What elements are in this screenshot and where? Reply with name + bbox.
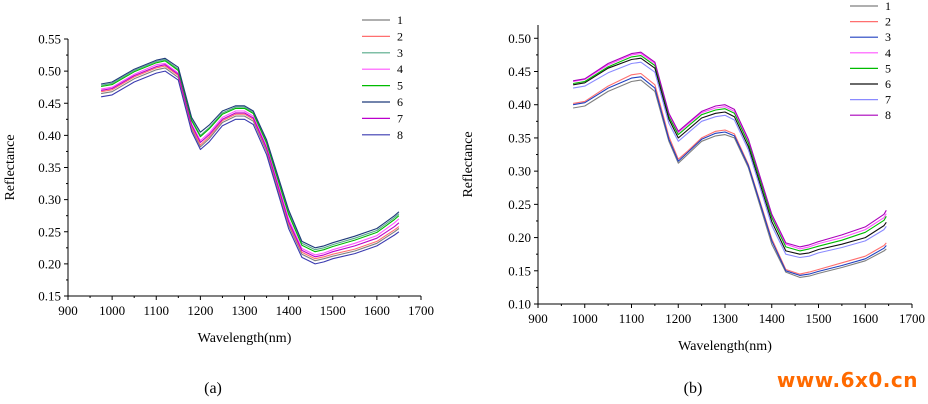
y-tick-label: 0.20 [38,256,61,271]
legend-label: 2 [885,15,891,29]
y-tick-label: 0.35 [508,130,531,145]
x-tick-label: 1300 [712,311,738,326]
series-line-7 [101,64,400,258]
x-tick-label: 1200 [665,311,691,326]
legend-label: 1 [397,13,403,27]
x-tick-label: 900 [528,311,548,326]
y-axis-title: Reflectance [461,131,476,197]
legend-label: 8 [397,128,403,142]
y-tick-label: 0.15 [38,289,61,304]
series-line-7 [573,61,887,259]
legend-label: 7 [397,111,403,125]
y-tick-label: 0.35 [38,160,61,175]
y-tick-label: 0.50 [38,64,61,79]
x-tick-label: 1200 [187,303,213,318]
x-tick-label: 1600 [364,303,390,318]
x-tick-label: 1100 [143,303,169,318]
legend-label: 6 [885,77,891,91]
series-line-4 [573,53,887,250]
x-tick-label: 1500 [806,311,832,326]
x-tick-label: 1700 [408,303,434,318]
series-line-4 [101,62,400,256]
legend-label: 4 [885,46,891,60]
legend-label: 5 [885,61,891,75]
series-line-6 [573,57,887,255]
x-tick-label: 1300 [232,303,258,318]
x-tick-label: 1400 [276,303,302,318]
series-line-3 [101,59,400,251]
legend-label: 2 [397,29,403,43]
y-tick-label: 0.50 [508,31,531,46]
y-tick-label: 0.15 [508,263,531,278]
legend-label: 3 [397,46,403,60]
x-tick-label: 900 [58,303,78,318]
series-line-6 [101,57,400,249]
series-line-1 [573,79,887,278]
legend-label: 6 [397,95,403,109]
legend-label: 3 [885,30,891,44]
series-line-3 [573,76,887,276]
legend-label: 1 [885,0,891,13]
legend: 1 2 3 4 5 6 7 8 [362,13,403,142]
x-tick-label: 1100 [619,311,645,326]
y-tick-label: 0.40 [508,97,531,112]
y-axis-title: Reflectance [3,134,18,200]
x-tick-label: 1600 [852,311,878,326]
x-tick-label: 1500 [320,303,346,318]
x-tick-label: 1000 [99,303,125,318]
y-tick-label: 0.45 [508,64,531,79]
x-axis-title: Wavelength(nm) [198,331,292,346]
panel-label: (a) [204,380,222,397]
x-tick-label: 1400 [759,311,785,326]
series-line-5 [101,60,400,253]
y-tick-label: 0.40 [38,128,61,143]
watermark: www.6x0.cn [776,368,918,392]
x-tick-label: 1700 [899,311,925,326]
series-line-1 [101,67,400,262]
series-line-8 [573,51,887,248]
chart-panel-2: 900 1000 1100 1200 1300 1400 1500 1600 1700 0.10 0… [461,0,925,397]
series-line-2 [101,65,400,260]
panel-label: (b) [684,380,703,397]
y-tick-label: 0.25 [508,197,531,212]
legend-label: 8 [885,108,891,122]
legend-label: 7 [885,93,891,107]
series-line-8 [101,70,400,265]
x-tick-label: 1000 [572,311,598,326]
series-line-2 [573,72,887,275]
legend-label: 5 [397,79,403,93]
x-axis-title: Wavelength(nm) [678,339,772,354]
y-tick-label: 0.10 [508,297,531,312]
y-tick-label: 0.20 [508,230,531,245]
legend-label: 4 [397,62,403,76]
chart-panel-1: 900 1000 1100 1200 1300 1400 1500 1600 1700 0.15 0… [3,13,434,397]
legend: 1 23 45 6 78 [850,0,891,122]
y-tick-label: 0.45 [38,96,61,111]
y-tick-label: 0.55 [38,32,61,47]
y-tick-label: 0.25 [38,224,61,239]
y-tick-label: 0.30 [508,164,531,179]
y-tick-label: 0.30 [38,192,61,207]
series-line-5 [573,55,887,252]
